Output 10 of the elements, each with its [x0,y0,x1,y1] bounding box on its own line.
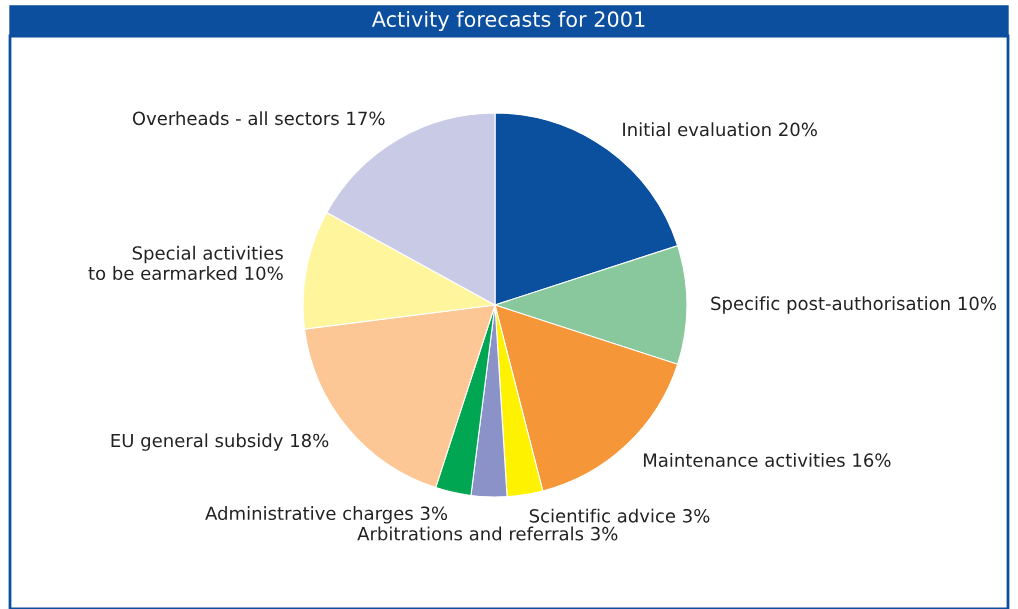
slice-label: Special activities to be earmarked 10% [88,245,283,281]
slice-label: EU general subsidy 18% [111,433,329,451]
slice-label: Overheads - all sectors 17% [132,111,385,126]
slice-label: Maintenance activities 16% [643,453,891,467]
slice-label: Administrative charges 3% [205,506,448,524]
slice-label: Specific post-authorisation 10% [711,296,997,314]
slice-label: Initial evaluation 20% [623,122,817,137]
chart-title: Activity forecasts for 2001 [371,10,645,32]
slice-label: Scientific advice 3% [529,508,710,523]
slice-label: Arbitrations and referrals 3% [357,526,618,541]
